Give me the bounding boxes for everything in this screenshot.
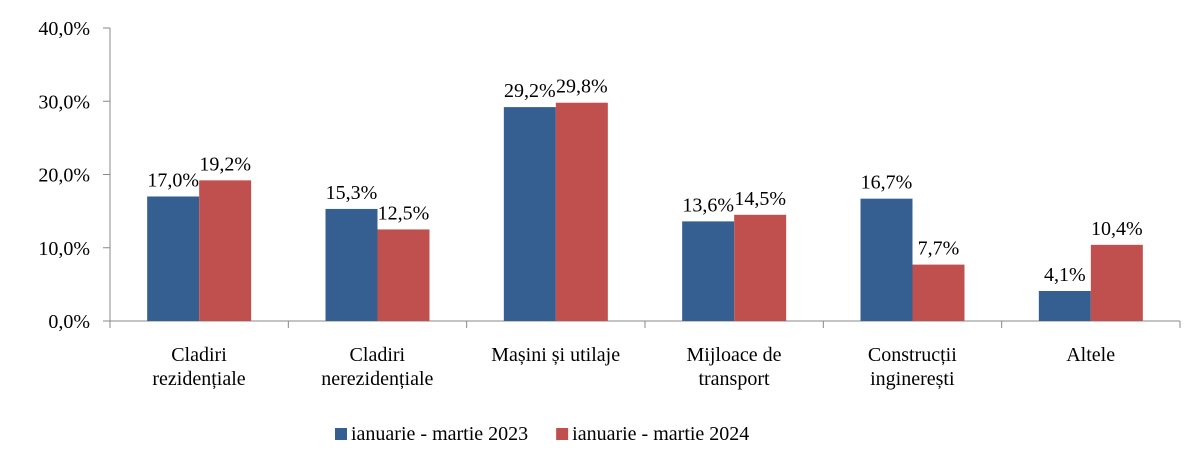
bar xyxy=(199,180,252,321)
x-tick-label: Construcții inginerești xyxy=(867,344,957,390)
x-tick-label: Mijloace de transport xyxy=(686,344,782,390)
x-tick-label: Mașini și utilaje xyxy=(491,344,621,366)
bar xyxy=(912,264,965,321)
x-tick-label: Cladiri nerezidențiale xyxy=(321,344,434,390)
x-tick-label: Altele xyxy=(1066,344,1116,366)
legend-swatch xyxy=(556,428,569,440)
bar xyxy=(1090,244,1143,321)
bar xyxy=(1038,290,1091,321)
data-label: 7,7% xyxy=(918,238,960,260)
data-label: 13,6% xyxy=(682,194,734,216)
bar xyxy=(325,208,378,321)
bar xyxy=(682,221,735,321)
y-tick-label: 10,0% xyxy=(38,238,90,260)
data-label: 16,7% xyxy=(861,172,913,194)
data-label: 14,5% xyxy=(734,188,786,210)
y-tick-label: 0,0% xyxy=(48,311,90,333)
y-tick-label: 30,0% xyxy=(38,91,90,113)
data-label: 29,2% xyxy=(504,80,556,102)
data-label: 10,4% xyxy=(1091,218,1143,240)
y-tick-label: 20,0% xyxy=(38,165,90,187)
bar xyxy=(860,198,913,321)
legend-swatch xyxy=(335,428,347,440)
data-label: 12,5% xyxy=(378,202,430,224)
bar xyxy=(555,102,608,321)
y-tick-label: 40,0% xyxy=(38,18,90,40)
bar xyxy=(147,196,200,321)
data-label: 17,0% xyxy=(147,169,199,191)
bar xyxy=(503,107,556,321)
x-tick-label: Cladiri rezidențiale xyxy=(152,344,246,390)
bar xyxy=(734,214,787,321)
data-label: 19,2% xyxy=(199,153,251,175)
data-label: 15,3% xyxy=(326,182,378,204)
data-label: 29,8% xyxy=(556,76,608,98)
legend-label: ianuarie - martie 2024 xyxy=(572,423,749,445)
bar xyxy=(377,229,430,321)
legend-label: ianuarie - martie 2023 xyxy=(351,423,528,445)
data-label: 4,1% xyxy=(1044,264,1086,286)
